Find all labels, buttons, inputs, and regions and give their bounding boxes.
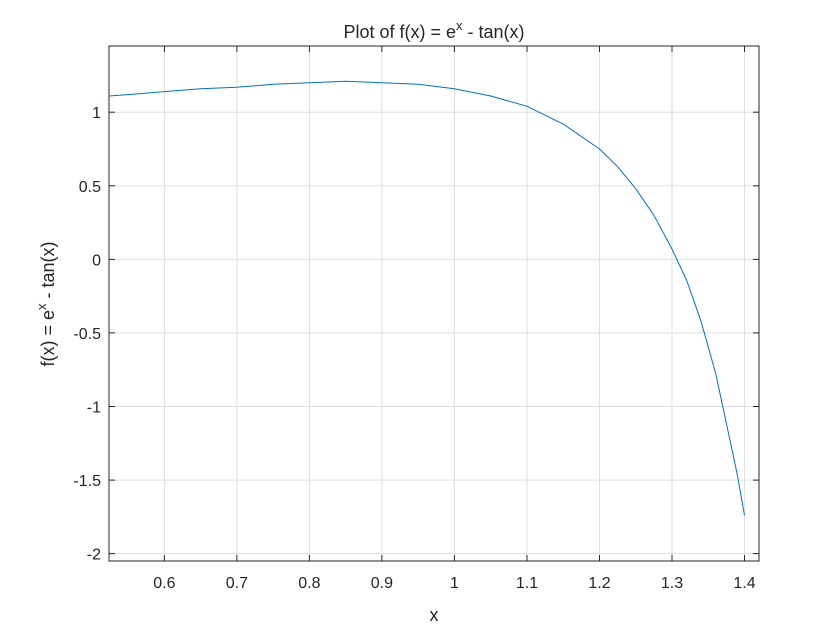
y-axis-label: f(x) = ex - tan(x) xyxy=(34,241,58,366)
y-tick-label: 0 xyxy=(92,252,101,269)
x-tick-label: 1 xyxy=(450,575,459,592)
x-tick-label: 0.7 xyxy=(226,575,248,592)
y-tick-label: -1.5 xyxy=(73,473,101,490)
y-axis-label-main: f(x) = e xyxy=(38,310,58,367)
y-axis-label-tail: - tan(x) xyxy=(38,241,58,303)
plot-background xyxy=(109,46,759,561)
x-tick-label: 0.8 xyxy=(298,575,320,592)
ticks: 0.6 0.7 0.8 0.9 1 1.1 1.2 1.3 1.4 1 0.5 0 -0.5 -1 -1.5… xyxy=(73,46,759,592)
x-tick-label: 1.3 xyxy=(661,575,683,592)
x-tick-label: 0.6 xyxy=(153,575,175,592)
y-tick-label: -2 xyxy=(87,547,101,564)
series-line xyxy=(108,80,745,516)
x-tick-label: 1.4 xyxy=(733,575,755,592)
y-tick-label: -0.5 xyxy=(73,326,101,343)
chart-title: Plot of f(x) = ex - tan(x) xyxy=(343,18,524,42)
x-tick-label: 1.1 xyxy=(516,575,538,592)
chart-title-tail: - tan(x) xyxy=(463,22,525,42)
y-tick-label: 0.5 xyxy=(79,179,101,196)
y-axis-label-superscript: x xyxy=(34,303,49,310)
chart-title-main: Plot of f(x) = e xyxy=(343,22,456,42)
x-tick-label: 1.2 xyxy=(588,575,610,592)
chart-title-superscript: x xyxy=(456,18,463,33)
y-tick-label: 1 xyxy=(92,105,101,122)
grid xyxy=(109,46,759,561)
plot-box xyxy=(108,45,760,562)
x-tick-label: 0.9 xyxy=(371,575,393,592)
y-tick-label: -1 xyxy=(87,400,101,417)
x-axis-label: x xyxy=(430,605,439,625)
